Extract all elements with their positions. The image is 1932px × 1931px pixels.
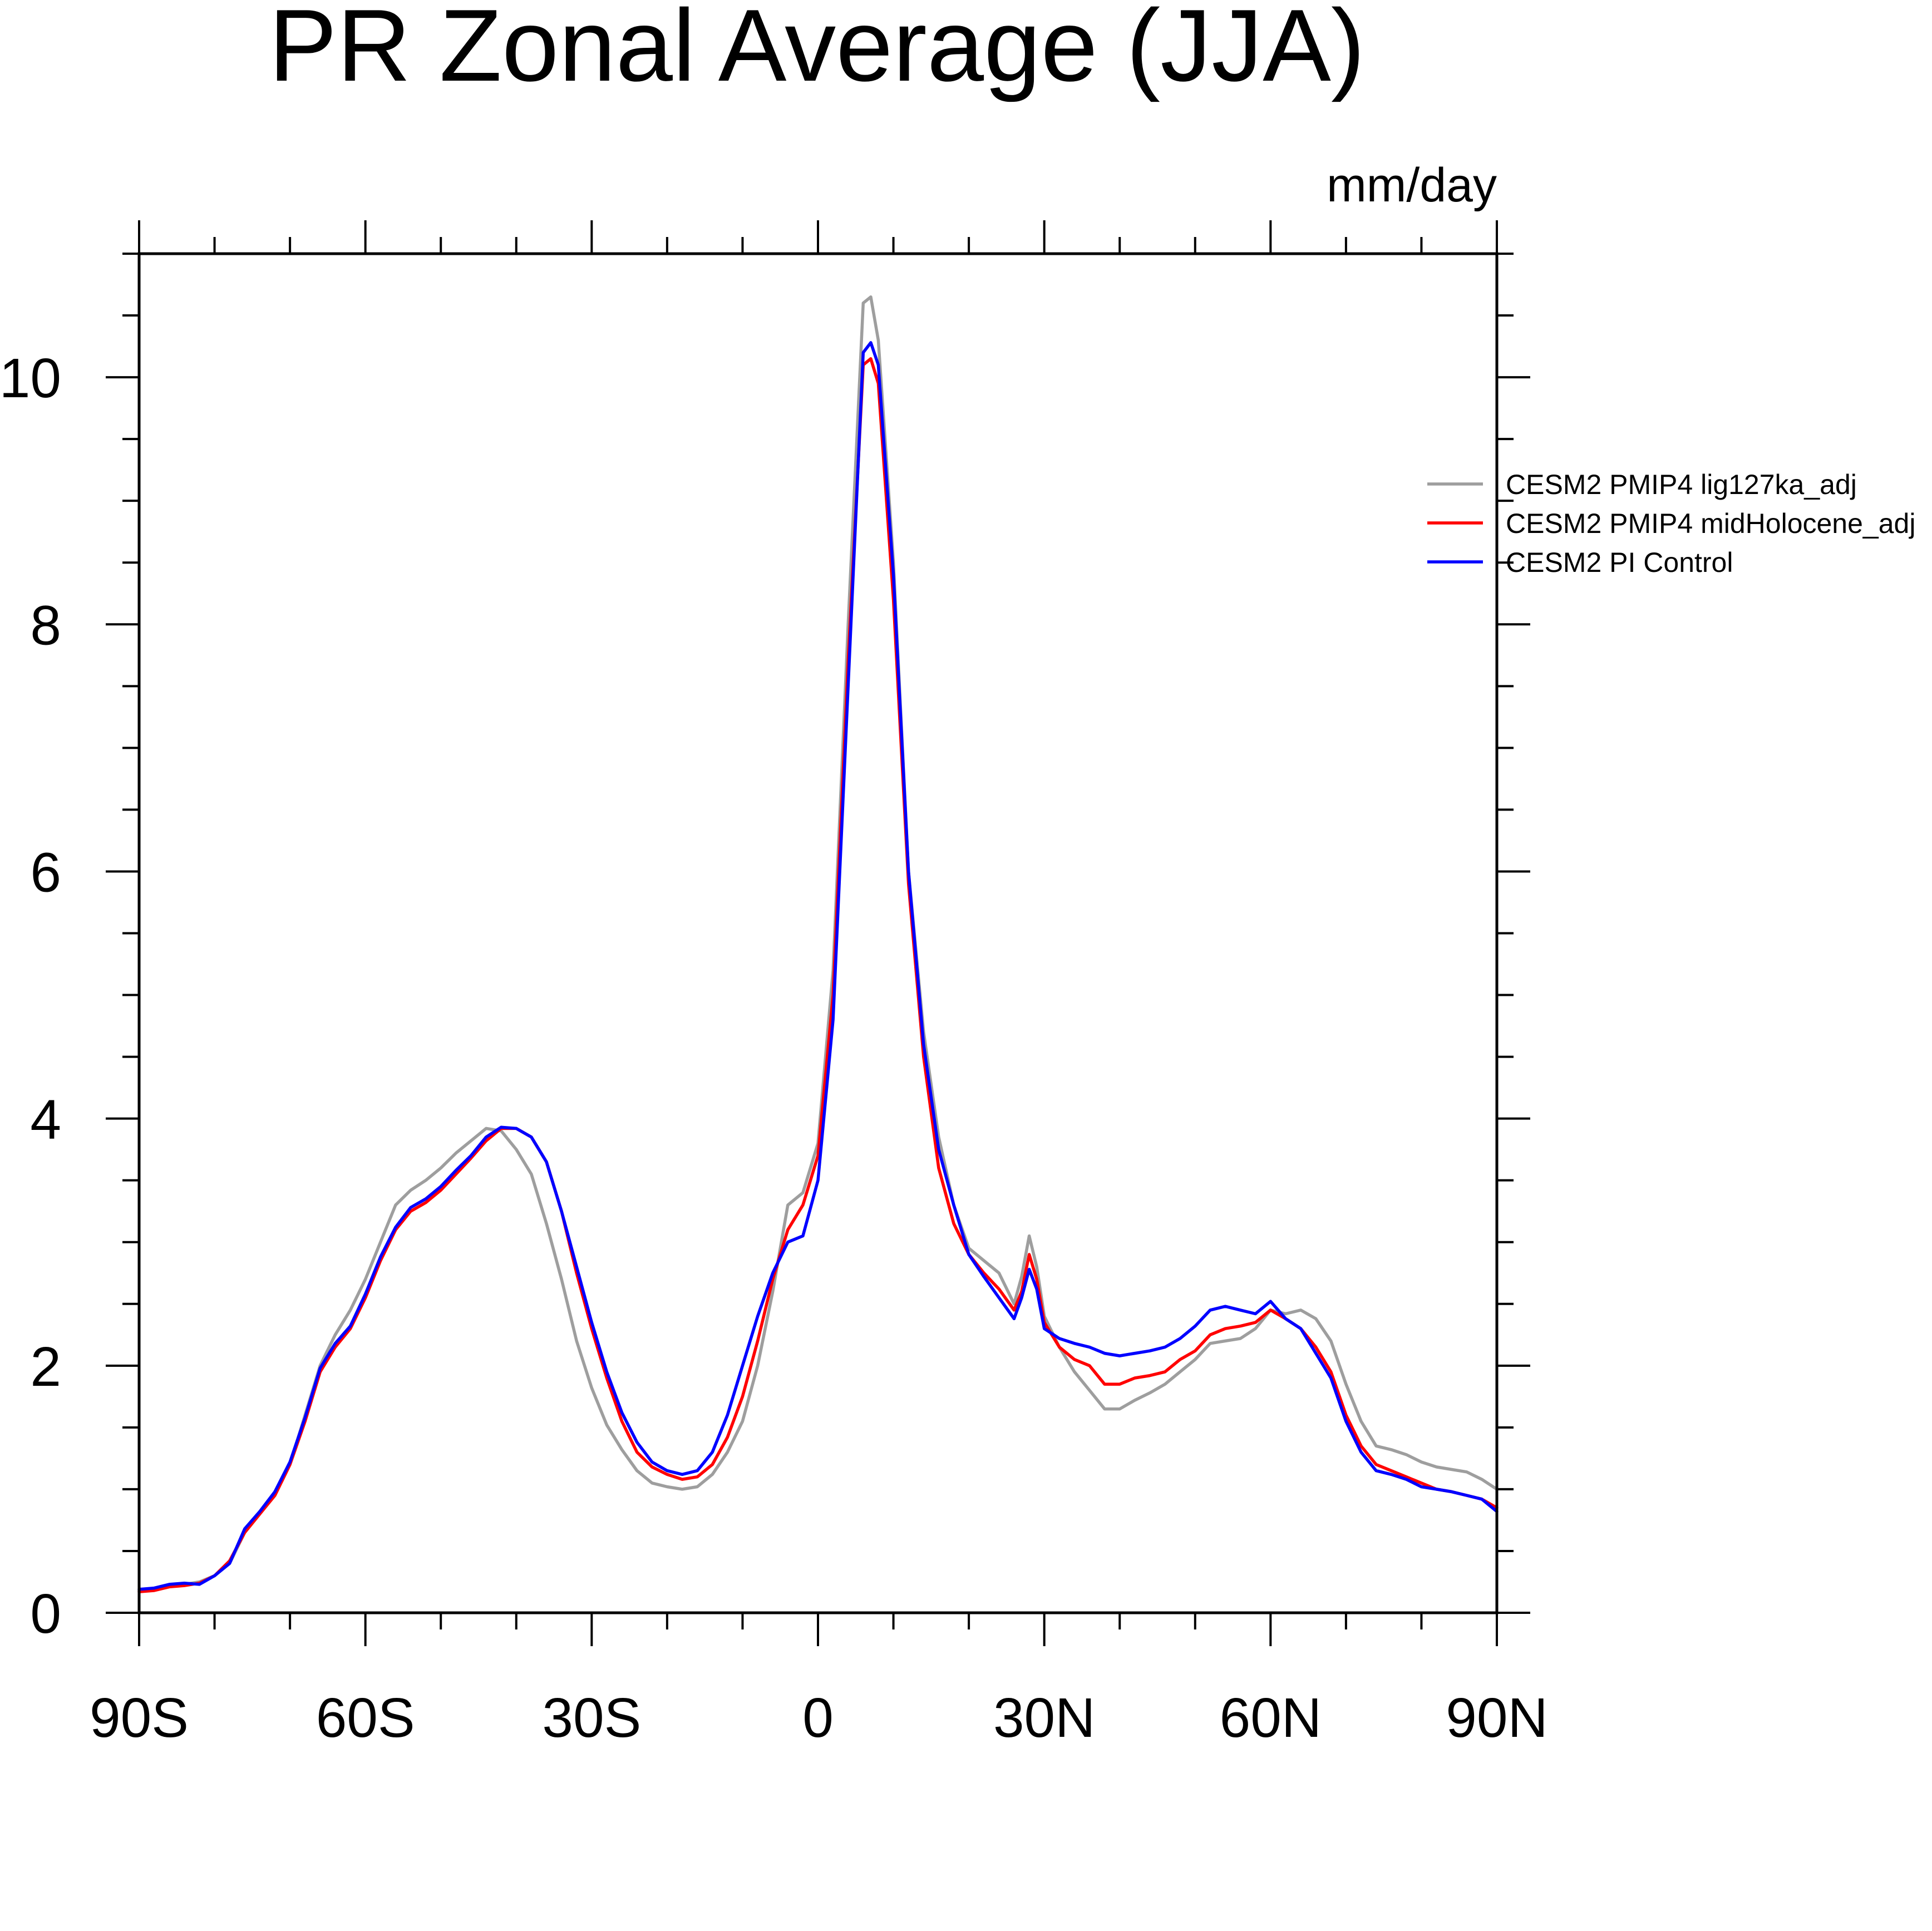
chart-title: PR Zonal Average (JJA) (269, 0, 1365, 102)
x-axis-labels: 90S 60S 30S 0 30N 60N 90N (90, 1687, 1548, 1749)
x-tick-label: 60N (1220, 1687, 1322, 1749)
x-tick-label: 30S (542, 1687, 641, 1749)
y-tick-label: 4 (30, 1089, 61, 1151)
plot-frame (137, 252, 1499, 1614)
y-tick-label: 2 (30, 1336, 61, 1398)
legend-label-1: CESM2 PMIP4 midHolocene_adj (1506, 508, 1915, 539)
y-axis-labels: 0 2 4 6 8 10 (0, 347, 61, 1645)
x-tick-label: 30N (993, 1687, 1095, 1749)
x-tick-label: 60S (316, 1687, 415, 1749)
series-line-1 (137, 357, 1499, 1593)
legend-label-0: CESM2 PMIP4 lig127ka_adj (1506, 469, 1857, 500)
legend-label-2: CESM2 PI Control (1506, 547, 1733, 578)
y-tick-label: 0 (30, 1583, 61, 1645)
x-tick-label: 0 (802, 1687, 834, 1749)
legend: CESM2 PMIP4 lig127ka_adj CESM2 PMIP4 midH… (1427, 469, 1915, 578)
series-layer (137, 295, 1499, 1593)
y-tick-label: 10 (0, 347, 61, 409)
x-tick-label: 90N (1446, 1687, 1547, 1749)
x-tick-label: 90S (90, 1687, 189, 1749)
units-label: mm/day (1327, 159, 1497, 212)
series-line-2 (137, 341, 1499, 1591)
y-tick-label: 8 (30, 594, 61, 656)
series-line-0 (137, 295, 1499, 1592)
y-tick-label: 6 (30, 841, 61, 903)
tick-layer (106, 220, 1530, 1646)
